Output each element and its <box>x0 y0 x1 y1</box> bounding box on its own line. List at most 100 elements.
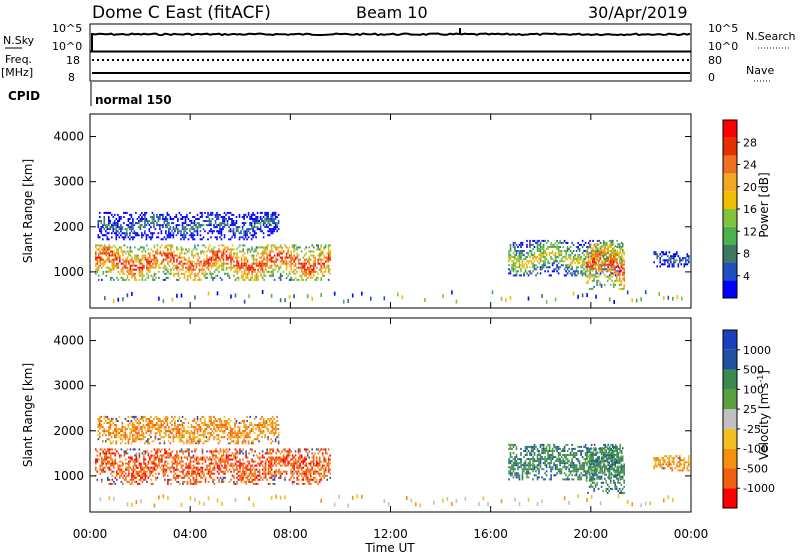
echo-cell <box>308 272 310 275</box>
echo-cell <box>140 464 142 467</box>
echo-cell <box>258 452 261 455</box>
echo-cell <box>563 256 566 259</box>
echo-cell <box>95 254 97 257</box>
echo-cell <box>103 216 106 218</box>
echo-cell <box>326 464 328 467</box>
echo-cell <box>527 260 530 263</box>
echo-cell <box>219 258 222 261</box>
echo-cell <box>151 234 154 237</box>
echo-cell <box>134 460 136 463</box>
echo-cell <box>169 216 172 218</box>
echo-cell <box>96 454 99 457</box>
echo-cell <box>190 430 193 433</box>
echo-cell <box>296 462 298 465</box>
echo-cell <box>575 246 578 248</box>
echo-cell <box>160 424 163 426</box>
echo-cell <box>171 462 174 465</box>
echo-cell <box>178 432 181 435</box>
echo-cell <box>139 228 142 231</box>
echo-cell <box>167 454 169 457</box>
echo-cell <box>237 460 240 463</box>
echo-cell <box>269 476 271 479</box>
echo-cell <box>213 454 216 457</box>
echo-cell <box>123 434 125 437</box>
echo-cell <box>102 250 105 253</box>
echo-cell <box>137 460 139 463</box>
echo-cell <box>198 256 201 259</box>
echo-cell <box>198 438 200 441</box>
echo-cell <box>135 430 137 433</box>
echo-cell <box>317 448 319 451</box>
echo-cell <box>197 480 199 483</box>
echo-cell <box>255 262 258 265</box>
echo-cell <box>529 246 531 248</box>
echo-cell <box>572 250 575 252</box>
echo-cell <box>130 420 133 422</box>
echo-cell <box>95 468 97 471</box>
echo-cell <box>297 450 300 453</box>
echo-cell <box>290 260 292 263</box>
echo-cell <box>126 256 129 259</box>
echo-cell <box>138 270 141 273</box>
echo-cell <box>224 450 226 453</box>
echo-cell <box>172 430 175 433</box>
echo-cell <box>238 236 241 239</box>
echo-cell <box>169 432 172 435</box>
echo-cell <box>182 482 184 485</box>
echo-cell <box>683 257 686 260</box>
echo-cell <box>242 272 244 275</box>
echo-cell <box>591 251 594 254</box>
echo-cell <box>111 436 113 439</box>
echo-cell <box>165 246 168 249</box>
echo-cell <box>270 256 273 259</box>
echo-cell <box>252 236 254 239</box>
echo-cell <box>222 254 225 257</box>
echo-cell <box>111 254 114 257</box>
echo-cell <box>210 236 212 239</box>
echo-cell <box>242 466 244 469</box>
echo-cell <box>274 218 277 220</box>
echo-cell <box>198 440 200 443</box>
colorbar-segment <box>723 244 737 263</box>
echo-cell <box>305 258 307 261</box>
echo-cell <box>216 470 219 473</box>
echo-cell <box>248 268 250 271</box>
echo-cell <box>192 440 194 443</box>
echo-cell <box>193 434 196 437</box>
echo-cell <box>515 260 518 263</box>
echo-cell <box>188 452 190 455</box>
echo-cell <box>278 246 280 249</box>
echo-cell <box>138 434 140 437</box>
echo-cell <box>121 228 124 231</box>
echo-cell <box>270 468 273 471</box>
echo-cell <box>153 440 155 443</box>
echo-cell <box>611 248 614 250</box>
echo-cell <box>160 224 163 227</box>
echo-cell <box>129 268 132 271</box>
echo-cell <box>541 266 543 269</box>
echo-cell <box>273 458 276 461</box>
echo-cell <box>272 474 274 477</box>
echo-cell <box>212 462 214 465</box>
echo-cell <box>212 250 214 253</box>
echo-cell <box>132 272 135 275</box>
echo-cell <box>111 264 114 267</box>
echo-cell <box>508 256 510 259</box>
echo-cell <box>178 211 181 214</box>
echo-cell <box>245 276 247 279</box>
echo-cell <box>604 243 606 246</box>
echo-cell <box>685 259 687 262</box>
echo-cell <box>551 252 554 255</box>
echo-cell <box>139 438 142 441</box>
echo-cell <box>620 279 622 282</box>
echo-cell <box>99 424 101 426</box>
echo-cell <box>108 216 110 218</box>
echo-cell <box>219 462 222 465</box>
echo-cell <box>261 478 264 481</box>
echo-cell <box>254 262 256 265</box>
echo-cell <box>208 224 211 227</box>
ground-scatter-cell <box>370 296 372 301</box>
echo-cell <box>113 464 115 467</box>
echo-cell <box>284 470 286 473</box>
